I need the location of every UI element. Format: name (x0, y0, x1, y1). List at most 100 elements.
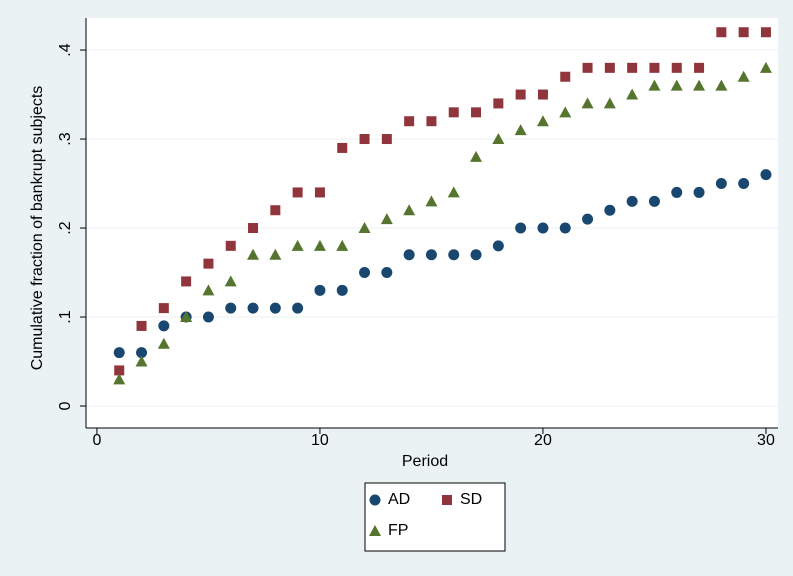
marker-triangle (336, 239, 349, 251)
y-tick-label: 0 (57, 401, 74, 410)
marker-square (671, 62, 682, 73)
marker-square (181, 276, 192, 287)
marker-triangle (514, 124, 527, 136)
marker-triangle (626, 88, 639, 100)
marker-triangle (715, 79, 728, 91)
legend-label: SD (460, 491, 482, 508)
marker-square (582, 62, 593, 73)
marker-circle (760, 169, 772, 181)
marker-square (515, 89, 526, 100)
marker-circle (738, 178, 750, 190)
marker-triangle (247, 248, 260, 260)
marker-circle (671, 186, 683, 198)
marker-square (292, 187, 303, 198)
marker-triangle (492, 133, 505, 145)
marker-square (604, 62, 615, 73)
marker-circle (369, 494, 381, 506)
marker-square (627, 62, 638, 73)
marker-triangle (737, 70, 750, 82)
marker-square (404, 116, 415, 127)
marker-triangle (536, 115, 549, 127)
legend-label: AD (388, 491, 410, 508)
marker-circle (158, 320, 170, 332)
marker-circle (626, 195, 638, 207)
marker-triangle (157, 337, 170, 349)
marker-circle (247, 302, 259, 314)
marker-circle (292, 302, 304, 314)
x-tick-label: 0 (92, 432, 101, 449)
marker-circle (425, 249, 437, 261)
marker-circle (515, 222, 527, 234)
marker-square (225, 240, 236, 251)
y-axis-title: Cumulative fraction of bankrupt subjects (29, 86, 46, 371)
marker-circle (604, 204, 616, 216)
marker-triangle (269, 248, 282, 260)
marker-triangle (380, 213, 393, 225)
marker-circle (202, 311, 214, 323)
marker-triangle (291, 239, 304, 251)
marker-triangle (135, 355, 148, 367)
marker-square (493, 98, 504, 109)
y-tick-label: .3 (57, 132, 74, 145)
marker-triangle (559, 106, 572, 118)
y-tick-label: .4 (57, 43, 74, 56)
marker-circle (693, 186, 705, 198)
marker-square (649, 62, 660, 73)
marker-triangle (180, 311, 193, 323)
marker-square (442, 495, 452, 505)
marker-square (270, 205, 281, 216)
marker-square (136, 320, 147, 331)
marker-square (381, 134, 392, 145)
marker-triangle (470, 150, 483, 162)
marker-circle (537, 222, 549, 234)
marker-triangle (313, 239, 326, 251)
marker-circle (225, 302, 237, 314)
marker-triangle (648, 79, 661, 91)
marker-square (337, 142, 348, 153)
marker-circle (136, 347, 148, 359)
marker-triangle (670, 79, 683, 91)
legend (364, 482, 506, 552)
marker-circle (113, 347, 125, 359)
marker-circle (559, 222, 571, 234)
marker-square (471, 107, 482, 118)
marker-circle (314, 284, 326, 296)
marker-triangle (425, 195, 438, 207)
marker-circle (648, 195, 660, 207)
marker-circle (582, 213, 594, 225)
marker-triangle (202, 284, 215, 296)
y-tick-label: .2 (57, 221, 74, 234)
marker-circle (448, 249, 460, 261)
x-axis-title: Period (402, 453, 448, 470)
marker-triangle (581, 97, 594, 109)
marker-square (716, 27, 727, 38)
marker-triangle (403, 204, 416, 216)
marker-circle (492, 240, 504, 252)
marker-square (537, 89, 548, 100)
marker-square (426, 116, 437, 127)
x-tick-label: 10 (311, 432, 329, 449)
marker-triangle (369, 525, 381, 536)
legend-label: FP (388, 522, 408, 539)
marker-triangle (224, 275, 237, 287)
marker-triangle (759, 61, 772, 73)
marker-square (448, 107, 459, 118)
marker-triangle (113, 373, 126, 385)
marker-triangle (447, 186, 460, 198)
marker-square (158, 303, 169, 314)
marker-triangle (693, 79, 706, 91)
x-tick-label: 30 (757, 432, 775, 449)
marker-square (359, 134, 370, 145)
plot-area (86, 18, 778, 428)
marker-circle (336, 284, 348, 296)
marker-square (314, 187, 325, 198)
marker-square (248, 223, 259, 234)
y-tick-label: .1 (57, 310, 74, 323)
marker-square (738, 27, 749, 38)
marker-circle (359, 267, 371, 279)
marker-circle (403, 249, 415, 261)
marker-circle (381, 267, 393, 279)
marker-circle (715, 178, 727, 190)
